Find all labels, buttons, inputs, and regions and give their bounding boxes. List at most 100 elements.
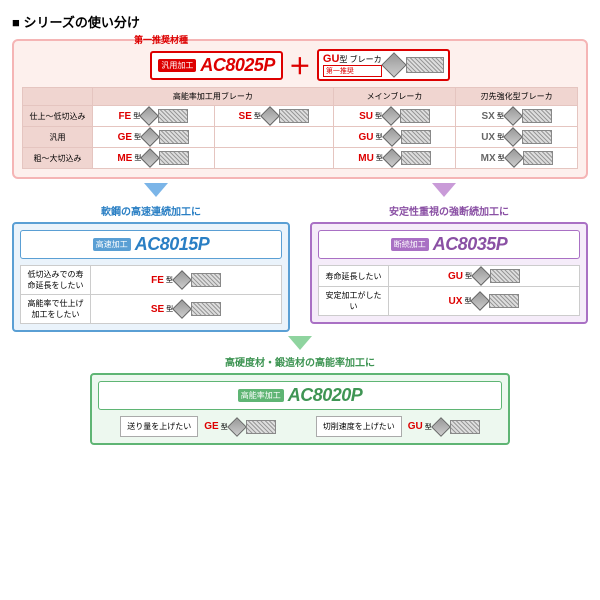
- cell: GE型: [93, 127, 215, 148]
- breaker-table: 高能率加工用ブレーカ メインブレーカ 刃先強化型ブレーカ 仕上～低切込み FE型…: [22, 87, 578, 169]
- col-0: 高能率加工用ブレーカ: [93, 88, 334, 106]
- breaker-cell: MU型: [337, 151, 453, 165]
- cell: ME型: [93, 148, 215, 169]
- cell: FE型: [93, 106, 215, 127]
- cb-name: MX: [481, 153, 496, 164]
- cell: SU型: [333, 106, 456, 127]
- dim-icon: [522, 109, 552, 123]
- cb-type: GU: [323, 53, 340, 65]
- item-label: 高能率で仕上げ加工をしたい: [21, 295, 91, 324]
- main-grade: 汎用加工 AC8025P: [150, 51, 283, 80]
- breaker-cell: UX型: [392, 294, 576, 308]
- dim-icon: [406, 57, 444, 73]
- arrow-blue: [144, 183, 168, 197]
- sub-box: 高速加工 AC8015P 低切込みでの寿命延長をしたい FE型 高能率で仕上げ加…: [12, 222, 290, 332]
- arrow-row-1: [12, 179, 588, 201]
- insert-icon: [431, 417, 451, 437]
- cell: SE型: [214, 106, 333, 127]
- cell: GU型: [333, 127, 456, 148]
- breaker-cell: GU型: [392, 269, 576, 283]
- row-label: 仕上～低切込み: [23, 106, 93, 127]
- row-label: 粗～大切込み: [23, 148, 93, 169]
- dim-icon: [400, 109, 430, 123]
- cb-name: GU: [359, 132, 374, 143]
- sub-table: 寿命延長したい GU型 安定加工がしたい UX型: [318, 265, 580, 316]
- insert-icon: [504, 148, 524, 168]
- section-title: シリーズの使い分け: [12, 12, 588, 31]
- breaker-cell: SE型: [94, 302, 278, 316]
- cb-name: GE: [204, 421, 218, 432]
- plus-icon: ＋: [289, 49, 311, 81]
- sub-title: 軟鋼の高速連続加工に: [12, 203, 290, 218]
- insert-icon: [382, 148, 402, 168]
- dim-icon: [522, 130, 552, 144]
- bottom-title: 高硬度材・鍛造材の高能率加工に: [12, 354, 588, 369]
- col-1: メインブレーカ: [333, 88, 456, 106]
- breaker-cell: GE型: [96, 130, 211, 144]
- bottom-box: 高能率加工 AC8020P 送り量を上げたい GE型 切削速度を上げたい GU型: [90, 373, 510, 445]
- recommend-label: 第一推奨材種: [134, 33, 188, 46]
- cb-name: UX: [481, 132, 495, 143]
- cell: MU型: [333, 148, 456, 169]
- cb-name: FE: [151, 275, 164, 286]
- dim-icon: [489, 294, 519, 308]
- sub-title: 安定性重視の強断続加工に: [310, 203, 588, 218]
- dim-icon: [159, 130, 189, 144]
- header-row: 汎用加工 AC8025P ＋ GU型 ブレーカ 第一推奨: [22, 49, 578, 81]
- sub-grade: AC8035P: [433, 234, 508, 255]
- dim-icon: [246, 420, 276, 434]
- dim-icon: [401, 130, 431, 144]
- insert-icon: [471, 266, 491, 286]
- cb-name: MU: [358, 153, 374, 164]
- col-blank: [23, 88, 93, 106]
- sub-grade: AC8015P: [135, 234, 210, 255]
- bottom-item-label: 切削速度を上げたい: [316, 416, 402, 437]
- insert-icon: [260, 106, 280, 126]
- breaker-cell: SX型: [459, 109, 574, 123]
- insert-icon: [503, 106, 523, 126]
- dim-icon: [191, 302, 221, 316]
- insert-icon: [140, 148, 160, 168]
- item-label: 安定加工がしたい: [319, 287, 389, 316]
- main-grade-name: AC8025P: [200, 55, 275, 76]
- cell: UX型: [456, 127, 578, 148]
- col-2: 刃先強化型ブレーカ: [456, 88, 578, 106]
- insert-icon: [227, 417, 247, 437]
- cb-name: GE: [118, 132, 132, 143]
- breaker-cell: FE型: [94, 273, 278, 287]
- dim-icon: [158, 109, 188, 123]
- item-cell: GU型: [389, 266, 580, 287]
- sub-tag: 高速加工: [93, 238, 131, 251]
- breaker-cell: GU型: [408, 420, 480, 434]
- cb-name: SX: [481, 111, 494, 122]
- breaker-cell: GU型: [337, 130, 453, 144]
- dim-icon: [279, 109, 309, 123]
- cb-name: SE: [151, 304, 164, 315]
- item-label: 低切込みでの寿命延長をしたい: [21, 266, 91, 295]
- cell: MX型: [456, 148, 578, 169]
- sub-tag: 断続加工: [391, 238, 429, 251]
- item-cell: UX型: [389, 287, 580, 316]
- bottom-tag: 高能率加工: [238, 389, 284, 402]
- arrow-purple: [432, 183, 456, 197]
- dim-icon: [401, 151, 431, 165]
- main-grade-box: 第一推奨材種 汎用加工 AC8025P ＋ GU型 ブレーカ 第一推奨 高能率加…: [12, 39, 588, 179]
- insert-icon: [172, 299, 192, 319]
- breaker-cell: ME型: [96, 151, 211, 165]
- arrow-green: [288, 336, 312, 350]
- insert-icon: [381, 106, 401, 126]
- cb-suffix: 型 ブレーカ: [339, 55, 381, 64]
- bottom-section: 高硬度材・鍛造材の高能率加工に 高能率加工 AC8020P 送り量を上げたい G…: [12, 354, 588, 445]
- cb-name: FE: [118, 111, 131, 122]
- breaker-cell: UX型: [459, 130, 574, 144]
- dim-icon: [191, 273, 221, 287]
- cell: [214, 148, 333, 169]
- sub-header: 高速加工 AC8015P: [20, 230, 282, 259]
- cb-name: GU: [448, 271, 463, 282]
- dim-icon: [490, 269, 520, 283]
- cb-name: GU: [408, 421, 423, 432]
- cb-name: ME: [117, 153, 132, 164]
- insert-icon: [382, 127, 402, 147]
- insert-icon: [471, 291, 491, 311]
- breaker-cell: SE型: [218, 109, 330, 123]
